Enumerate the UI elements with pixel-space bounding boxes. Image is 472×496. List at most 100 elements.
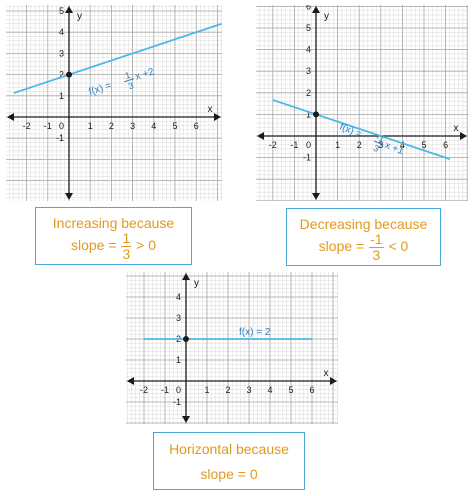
y-tick-label: 4: [59, 27, 64, 37]
slope-suffix: > 0: [132, 236, 156, 253]
plot-background: [6, 5, 222, 201]
function-line: [13, 22, 222, 94]
y-tick-label: 5: [306, 23, 311, 33]
y-axis-arrow-up: [182, 273, 190, 280]
caption-title: Horizontal because: [169, 441, 289, 457]
caption-decreasing: Decreasing because slope = -1 3 < 0: [286, 208, 441, 266]
x-axis-label: x: [454, 123, 459, 134]
y-axis-label: y: [194, 278, 199, 289]
slope-prefix: slope =: [318, 237, 369, 254]
y-tick-label: 1: [59, 91, 64, 101]
x-tick-label: 6: [443, 140, 448, 150]
y-axis-arrow-down: [65, 193, 73, 200]
x-tick-label: -1: [161, 385, 169, 395]
x-tick-label: 4: [151, 121, 156, 131]
x-tick-label: -1: [290, 140, 298, 150]
y-tick-label: 6: [306, 5, 311, 11]
y-axis-arrow-down: [182, 416, 190, 423]
y-tick-label: -1: [303, 153, 311, 163]
y-tick-label: 1: [306, 109, 311, 119]
function-label: f(x) = 13x +2: [88, 66, 156, 98]
y-tick-label: 3: [306, 66, 311, 76]
slope-fraction: -1 3: [369, 231, 384, 263]
x-axis-arrow-right: [214, 113, 221, 121]
x-tick-label: 4: [400, 140, 405, 150]
x-axis-arrow-left: [127, 377, 134, 385]
y-tick-label: 4: [176, 292, 181, 302]
x-axis-arrow-right: [330, 377, 337, 385]
x-tick-label: 4: [267, 385, 272, 395]
function-label-denominator: 3: [127, 80, 135, 91]
function-label-numerator: 1: [124, 70, 132, 81]
x-tick-label: 5: [172, 121, 177, 131]
slope-numerator: -1: [369, 231, 384, 248]
y-intercept-point: [313, 111, 319, 118]
y-axis-label: y: [77, 11, 82, 22]
x-tick-label: 2: [225, 385, 230, 395]
y-axis-arrow-up: [65, 6, 73, 13]
y-tick-label: 3: [176, 313, 181, 323]
x-tick-label: 3: [246, 385, 251, 395]
y-axis-arrow-up: [312, 6, 320, 13]
function-label-denominator: 3: [372, 143, 380, 154]
x-tick-label: 5: [421, 140, 426, 150]
x-axis-arrow-left: [7, 113, 14, 121]
origin-label: 0: [59, 121, 64, 131]
function-label-fraction-bar: [124, 78, 135, 83]
y-tick-label: 1: [176, 355, 181, 365]
function-label-numerator: -1: [375, 132, 386, 144]
x-tick-label: 2: [109, 121, 114, 131]
x-tick-label: -1: [44, 121, 52, 131]
x-tick-label: 2: [357, 140, 362, 150]
caption-slope: slope = 0: [154, 467, 304, 481]
major-grid: [126, 272, 338, 424]
slope-text: slope = 0: [200, 466, 258, 482]
y-tick-label: -1: [56, 133, 64, 143]
y-intercept-point: [66, 71, 72, 78]
x-tick-label: 3: [130, 121, 135, 131]
axes: [257, 6, 467, 200]
y-tick-label: -1: [173, 397, 181, 407]
y-tick-label: 5: [59, 6, 64, 16]
x-tick-label: 6: [309, 385, 314, 395]
function-line: [272, 99, 451, 160]
slope-numerator: 1: [121, 230, 132, 247]
x-tick-label: 1: [88, 121, 93, 131]
function-label-prefix: f(x) = 2: [239, 327, 271, 338]
y-tick-label: 2: [306, 88, 311, 98]
axes: [127, 273, 337, 423]
y-tick-label: 2: [59, 70, 64, 80]
y-axis-label: y: [324, 11, 329, 22]
x-axis-label: x: [324, 368, 329, 379]
slope-denominator: 3: [122, 245, 131, 262]
x-tick-label: 6: [194, 121, 199, 131]
slope-denominator: 3: [372, 246, 381, 263]
x-axis-arrow-right: [460, 132, 467, 140]
axes: [7, 6, 221, 200]
y-tick-label: 3: [59, 48, 64, 58]
origin-label: 0: [176, 385, 181, 395]
slope-suffix: < 0: [384, 237, 409, 254]
function-label-fraction-bar: [373, 140, 384, 146]
caption-horizontal: Horizontal because slope = 0: [153, 432, 305, 490]
origin-label: 0: [306, 140, 311, 150]
x-tick-label: -2: [140, 385, 148, 395]
caption-title: Increasing because: [52, 215, 175, 231]
x-tick-label: 3: [378, 140, 383, 150]
slope-prefix: slope =: [71, 236, 121, 253]
y-intercept-point: [183, 336, 189, 342]
caption-title: Decreasing because: [299, 216, 428, 232]
y-tick-label: 4: [306, 45, 311, 55]
x-axis-label: x: [208, 104, 213, 115]
function-label: f(x) = 2: [239, 327, 271, 338]
x-tick-label: 5: [288, 385, 293, 395]
caption-slope: slope = -1 3 < 0: [287, 232, 440, 262]
x-tick-label: 1: [335, 140, 340, 150]
x-axis-arrow-left: [257, 132, 264, 140]
